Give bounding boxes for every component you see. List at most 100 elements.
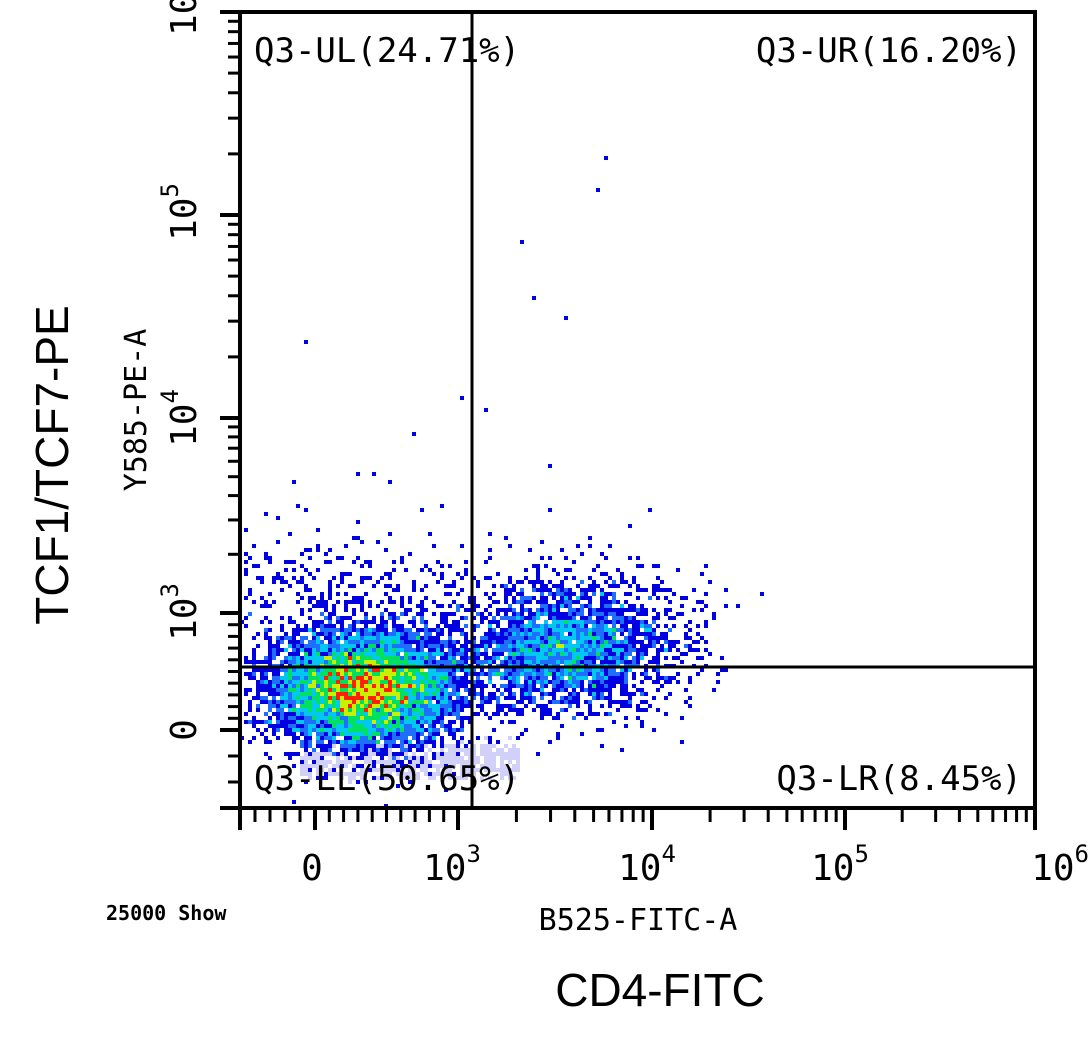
- event-dot: [308, 668, 312, 672]
- event-dot: [352, 536, 356, 540]
- event-dot: [340, 704, 344, 708]
- event-dot: [328, 628, 332, 632]
- event-dot: [284, 728, 288, 732]
- event-dot: [272, 652, 276, 656]
- event-dot: [364, 744, 368, 748]
- quadrant-label-ll: Q3-LL(50.65%): [254, 759, 520, 799]
- event-dot: [372, 652, 376, 656]
- event-dot: [344, 700, 348, 704]
- event-dot: [284, 560, 288, 564]
- event-dot: [328, 768, 332, 772]
- event-dot: [312, 656, 316, 660]
- event-dot: [396, 672, 400, 676]
- event-dot: [360, 640, 364, 644]
- event-dot: [356, 656, 360, 660]
- event-dot: [516, 580, 520, 584]
- event-dot: [332, 652, 336, 656]
- event-dot: [384, 728, 388, 732]
- event-dot: [544, 692, 548, 696]
- event-dot: [340, 636, 344, 640]
- event-dot: [500, 584, 504, 588]
- event-dot: [296, 640, 300, 644]
- event-dot: [280, 668, 284, 672]
- event-dot: [280, 724, 284, 728]
- event-dot: [580, 624, 584, 628]
- event-dot: [344, 604, 348, 608]
- event-dot: [440, 756, 444, 760]
- event-dot: [628, 640, 632, 644]
- event-dot: [320, 764, 324, 768]
- event-dot: [524, 632, 528, 636]
- event-dot: [548, 712, 552, 716]
- event-dot: [532, 696, 536, 700]
- event-dot: [600, 628, 604, 632]
- event-dot: [360, 768, 364, 772]
- event-dot: [248, 700, 252, 704]
- event-dot: [432, 736, 436, 740]
- event-dot: [696, 672, 700, 676]
- event-dot: [260, 676, 264, 680]
- event-dot: [560, 708, 564, 712]
- event-dot: [332, 724, 336, 728]
- event-dot: [424, 628, 428, 632]
- event-dot: [268, 756, 272, 760]
- event-dot: [684, 688, 688, 692]
- event-dot: [688, 676, 692, 680]
- event-dot: [508, 680, 512, 684]
- event-dot: [300, 640, 304, 644]
- event-dot: [412, 696, 416, 700]
- event-dot: [436, 644, 440, 648]
- event-dot: [296, 592, 300, 596]
- event-dot: [540, 588, 544, 592]
- event-dot: [372, 628, 376, 632]
- event-dot: [596, 628, 600, 632]
- event-dot: [332, 628, 336, 632]
- event-dot: [316, 696, 320, 700]
- event-dot: [252, 716, 256, 720]
- event-dot: [612, 648, 616, 652]
- event-dot: [252, 648, 256, 652]
- event-dot: [636, 564, 640, 568]
- event-dot: [412, 732, 416, 736]
- event-dot: [336, 648, 340, 652]
- event-dot: [292, 672, 296, 676]
- event-dot: [280, 716, 284, 720]
- event-dot: [296, 648, 300, 652]
- event-dot: [524, 636, 528, 640]
- event-dot: [660, 588, 664, 592]
- event-dot: [552, 668, 556, 672]
- event-dot: [472, 688, 476, 692]
- event-dot: [652, 584, 656, 588]
- event-dot: [336, 616, 340, 620]
- event-dot: [368, 720, 372, 724]
- event-dot: [512, 644, 516, 648]
- event-dot: [476, 760, 480, 764]
- event-dot: [296, 660, 300, 664]
- event-dot: [464, 652, 468, 656]
- event-dot: [400, 744, 404, 748]
- event-dot: [440, 676, 444, 680]
- event-dot: [332, 736, 336, 740]
- event-dot: [316, 716, 320, 720]
- event-dot: [296, 696, 300, 700]
- event-dot: [316, 548, 320, 552]
- event-dot: [536, 704, 540, 708]
- event-dot: [276, 676, 280, 680]
- event-dot: [308, 600, 312, 604]
- event-dot: [464, 668, 468, 672]
- event-dot: [488, 740, 492, 744]
- event-dot: [536, 656, 540, 660]
- event-dot: [336, 712, 340, 716]
- event-dot: [404, 756, 408, 760]
- event-dot: [348, 572, 352, 576]
- event-dot: [552, 676, 556, 680]
- event-dot: [276, 572, 280, 576]
- event-dot: [628, 616, 632, 620]
- event-dot: [348, 728, 352, 732]
- event-dot: [628, 524, 632, 528]
- event-dot: [560, 584, 564, 588]
- event-dot: [688, 704, 692, 708]
- event-dot: [316, 684, 320, 688]
- event-dot: [392, 716, 396, 720]
- event-dot: [268, 656, 272, 660]
